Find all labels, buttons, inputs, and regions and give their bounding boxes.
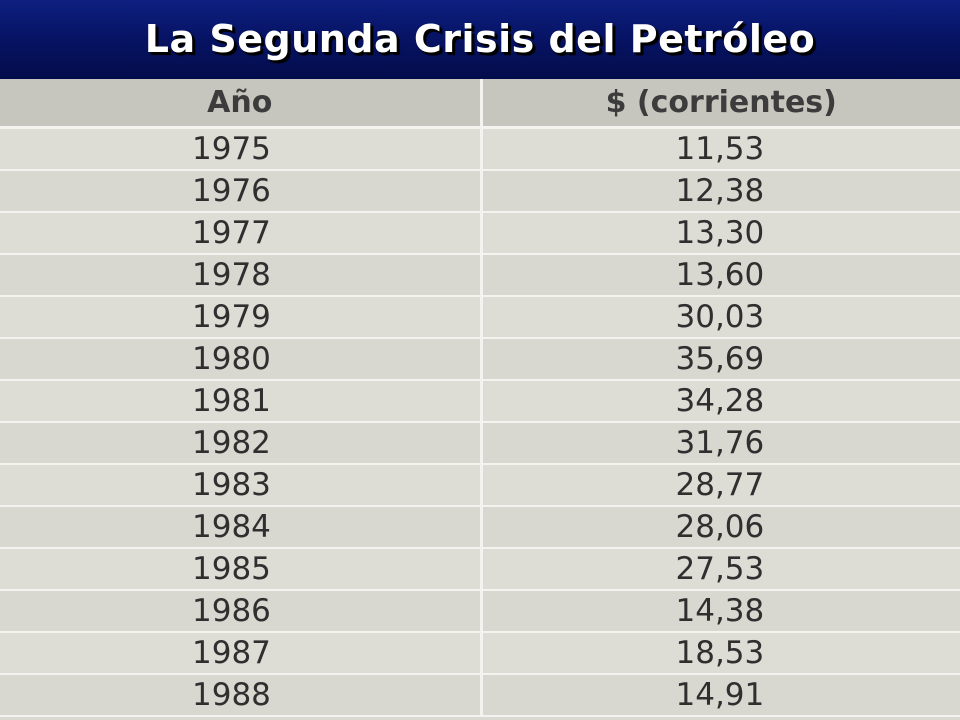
price-cell: 30,03 xyxy=(481,296,960,339)
price-cell: 11,53 xyxy=(481,127,960,171)
price-cell: 35,69 xyxy=(481,338,960,381)
price-cell: 14,38 xyxy=(481,590,960,633)
price-cell: 34,28 xyxy=(481,380,960,423)
price-column-header: $ (corrientes) xyxy=(481,79,960,129)
table-row: 1987 18,53 xyxy=(0,632,960,675)
year-cell: 1983 xyxy=(0,464,483,507)
year-cell: 1980 xyxy=(0,338,483,381)
year-column-header: Año xyxy=(0,79,483,129)
table-row: 1976 12,38 xyxy=(0,170,960,213)
price-cell: 28,06 xyxy=(481,506,960,549)
table-row: 1988 14,91 xyxy=(0,674,960,717)
table-header-row: Año $ (corrientes) xyxy=(0,79,960,129)
year-cell: 1985 xyxy=(0,548,483,591)
price-cell: 13,60 xyxy=(481,254,960,297)
table-row: 1985 27,53 xyxy=(0,548,960,591)
year-cell: 1977 xyxy=(0,212,483,255)
oil-price-table: Año $ (corrientes) 1975 11,53 1976 12,38… xyxy=(0,79,960,717)
price-cell: 31,76 xyxy=(481,422,960,465)
table-row: 1981 34,28 xyxy=(0,380,960,423)
year-cell: 1982 xyxy=(0,422,483,465)
year-cell: 1984 xyxy=(0,506,483,549)
table-row: 1977 13,30 xyxy=(0,212,960,255)
price-cell: 27,53 xyxy=(481,548,960,591)
price-cell: 18,53 xyxy=(481,632,960,675)
slide-header: La Segunda Crisis del Petróleo xyxy=(0,0,960,79)
slide-title: La Segunda Crisis del Petróleo xyxy=(144,17,816,61)
table-container: Año $ (corrientes) 1975 11,53 1976 12,38… xyxy=(0,79,960,720)
table-row: 1978 13,60 xyxy=(0,254,960,297)
table-row: 1980 35,69 xyxy=(0,338,960,381)
table-row: 1986 14,38 xyxy=(0,590,960,633)
table-row: 1984 28,06 xyxy=(0,506,960,549)
year-cell: 1975 xyxy=(0,127,483,171)
price-cell: 14,91 xyxy=(481,674,960,717)
year-cell: 1979 xyxy=(0,296,483,339)
year-cell: 1986 xyxy=(0,590,483,633)
table-row: 1982 31,76 xyxy=(0,422,960,465)
price-cell: 12,38 xyxy=(481,170,960,213)
year-cell: 1976 xyxy=(0,170,483,213)
table-row: 1979 30,03 xyxy=(0,296,960,339)
table-row: 1983 28,77 xyxy=(0,464,960,507)
year-cell: 1987 xyxy=(0,632,483,675)
year-cell: 1978 xyxy=(0,254,483,297)
year-cell: 1988 xyxy=(0,674,483,717)
price-cell: 28,77 xyxy=(481,464,960,507)
table-row: 1975 11,53 xyxy=(0,127,960,171)
price-cell: 13,30 xyxy=(481,212,960,255)
year-cell: 1981 xyxy=(0,380,483,423)
